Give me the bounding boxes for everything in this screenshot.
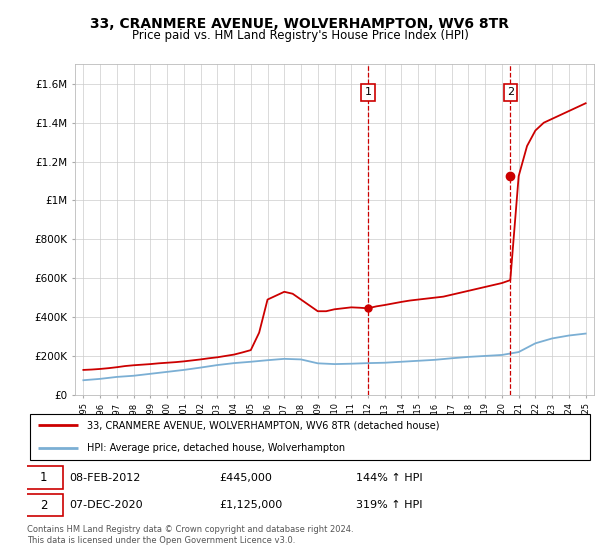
- Text: 2: 2: [40, 498, 47, 512]
- FancyBboxPatch shape: [30, 414, 590, 460]
- Text: 1: 1: [364, 87, 371, 97]
- Text: 07-DEC-2020: 07-DEC-2020: [70, 500, 143, 510]
- Text: 144% ↑ HPI: 144% ↑ HPI: [356, 473, 422, 483]
- Text: 33, CRANMERE AVENUE, WOLVERHAMPTON, WV6 8TR (detached house): 33, CRANMERE AVENUE, WOLVERHAMPTON, WV6 …: [86, 420, 439, 430]
- Text: 2: 2: [507, 87, 514, 97]
- Text: £1,125,000: £1,125,000: [220, 500, 283, 510]
- Text: 33, CRANMERE AVENUE, WOLVERHAMPTON, WV6 8TR: 33, CRANMERE AVENUE, WOLVERHAMPTON, WV6 …: [91, 17, 509, 31]
- Text: 1: 1: [40, 471, 47, 484]
- Text: Price paid vs. HM Land Registry's House Price Index (HPI): Price paid vs. HM Land Registry's House …: [131, 29, 469, 42]
- Text: Contains HM Land Registry data © Crown copyright and database right 2024.
This d: Contains HM Land Registry data © Crown c…: [27, 525, 353, 545]
- Text: £445,000: £445,000: [220, 473, 272, 483]
- Text: 319% ↑ HPI: 319% ↑ HPI: [356, 500, 422, 510]
- Text: HPI: Average price, detached house, Wolverhampton: HPI: Average price, detached house, Wolv…: [86, 444, 344, 454]
- Text: 08-FEB-2012: 08-FEB-2012: [70, 473, 141, 483]
- FancyBboxPatch shape: [24, 466, 63, 489]
- FancyBboxPatch shape: [24, 494, 63, 516]
